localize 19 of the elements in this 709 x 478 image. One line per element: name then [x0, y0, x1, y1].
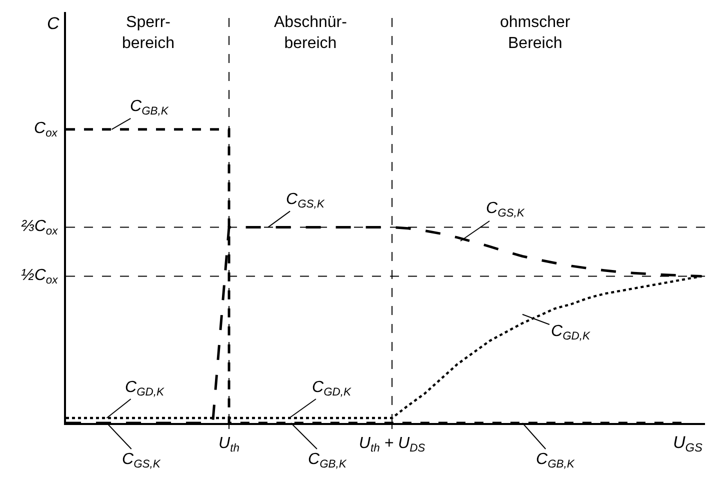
text: C$_{ox}$	[34, 120, 58, 140]
text: Abschnür- bereich	[274, 14, 347, 52]
x-axis-title: U$_{GS}$	[673, 433, 703, 455]
text: Sperr- bereich	[122, 14, 174, 52]
text: C$_{GB,K}$	[536, 451, 575, 470]
annotation: C$_{GD,K}$	[312, 379, 352, 398]
text: C$_{GB,K}$	[308, 451, 347, 470]
text: C$_{GS,K}$	[122, 451, 161, 470]
annotation: C$_{GS,K}$	[486, 200, 525, 220]
annotation: C$_{GD,K}$	[125, 379, 164, 398]
ref-line-label: ½C$_{ox}$	[21, 267, 58, 286]
ref-line-label: ⅔C$_{ox}$	[21, 218, 58, 238]
text: C	[47, 14, 60, 33]
x-tick-label: U$_{th}$	[218, 434, 240, 454]
annotation: C$_{GD,K}$	[551, 323, 590, 342]
annotation: C$_{GS,K}$	[286, 191, 325, 210]
text: C$_{GB,K}$	[130, 98, 169, 118]
text: ohmscher Bereich	[500, 14, 571, 52]
x-tick-label: U$_{th}$ + U$_{DS}$	[358, 434, 426, 454]
